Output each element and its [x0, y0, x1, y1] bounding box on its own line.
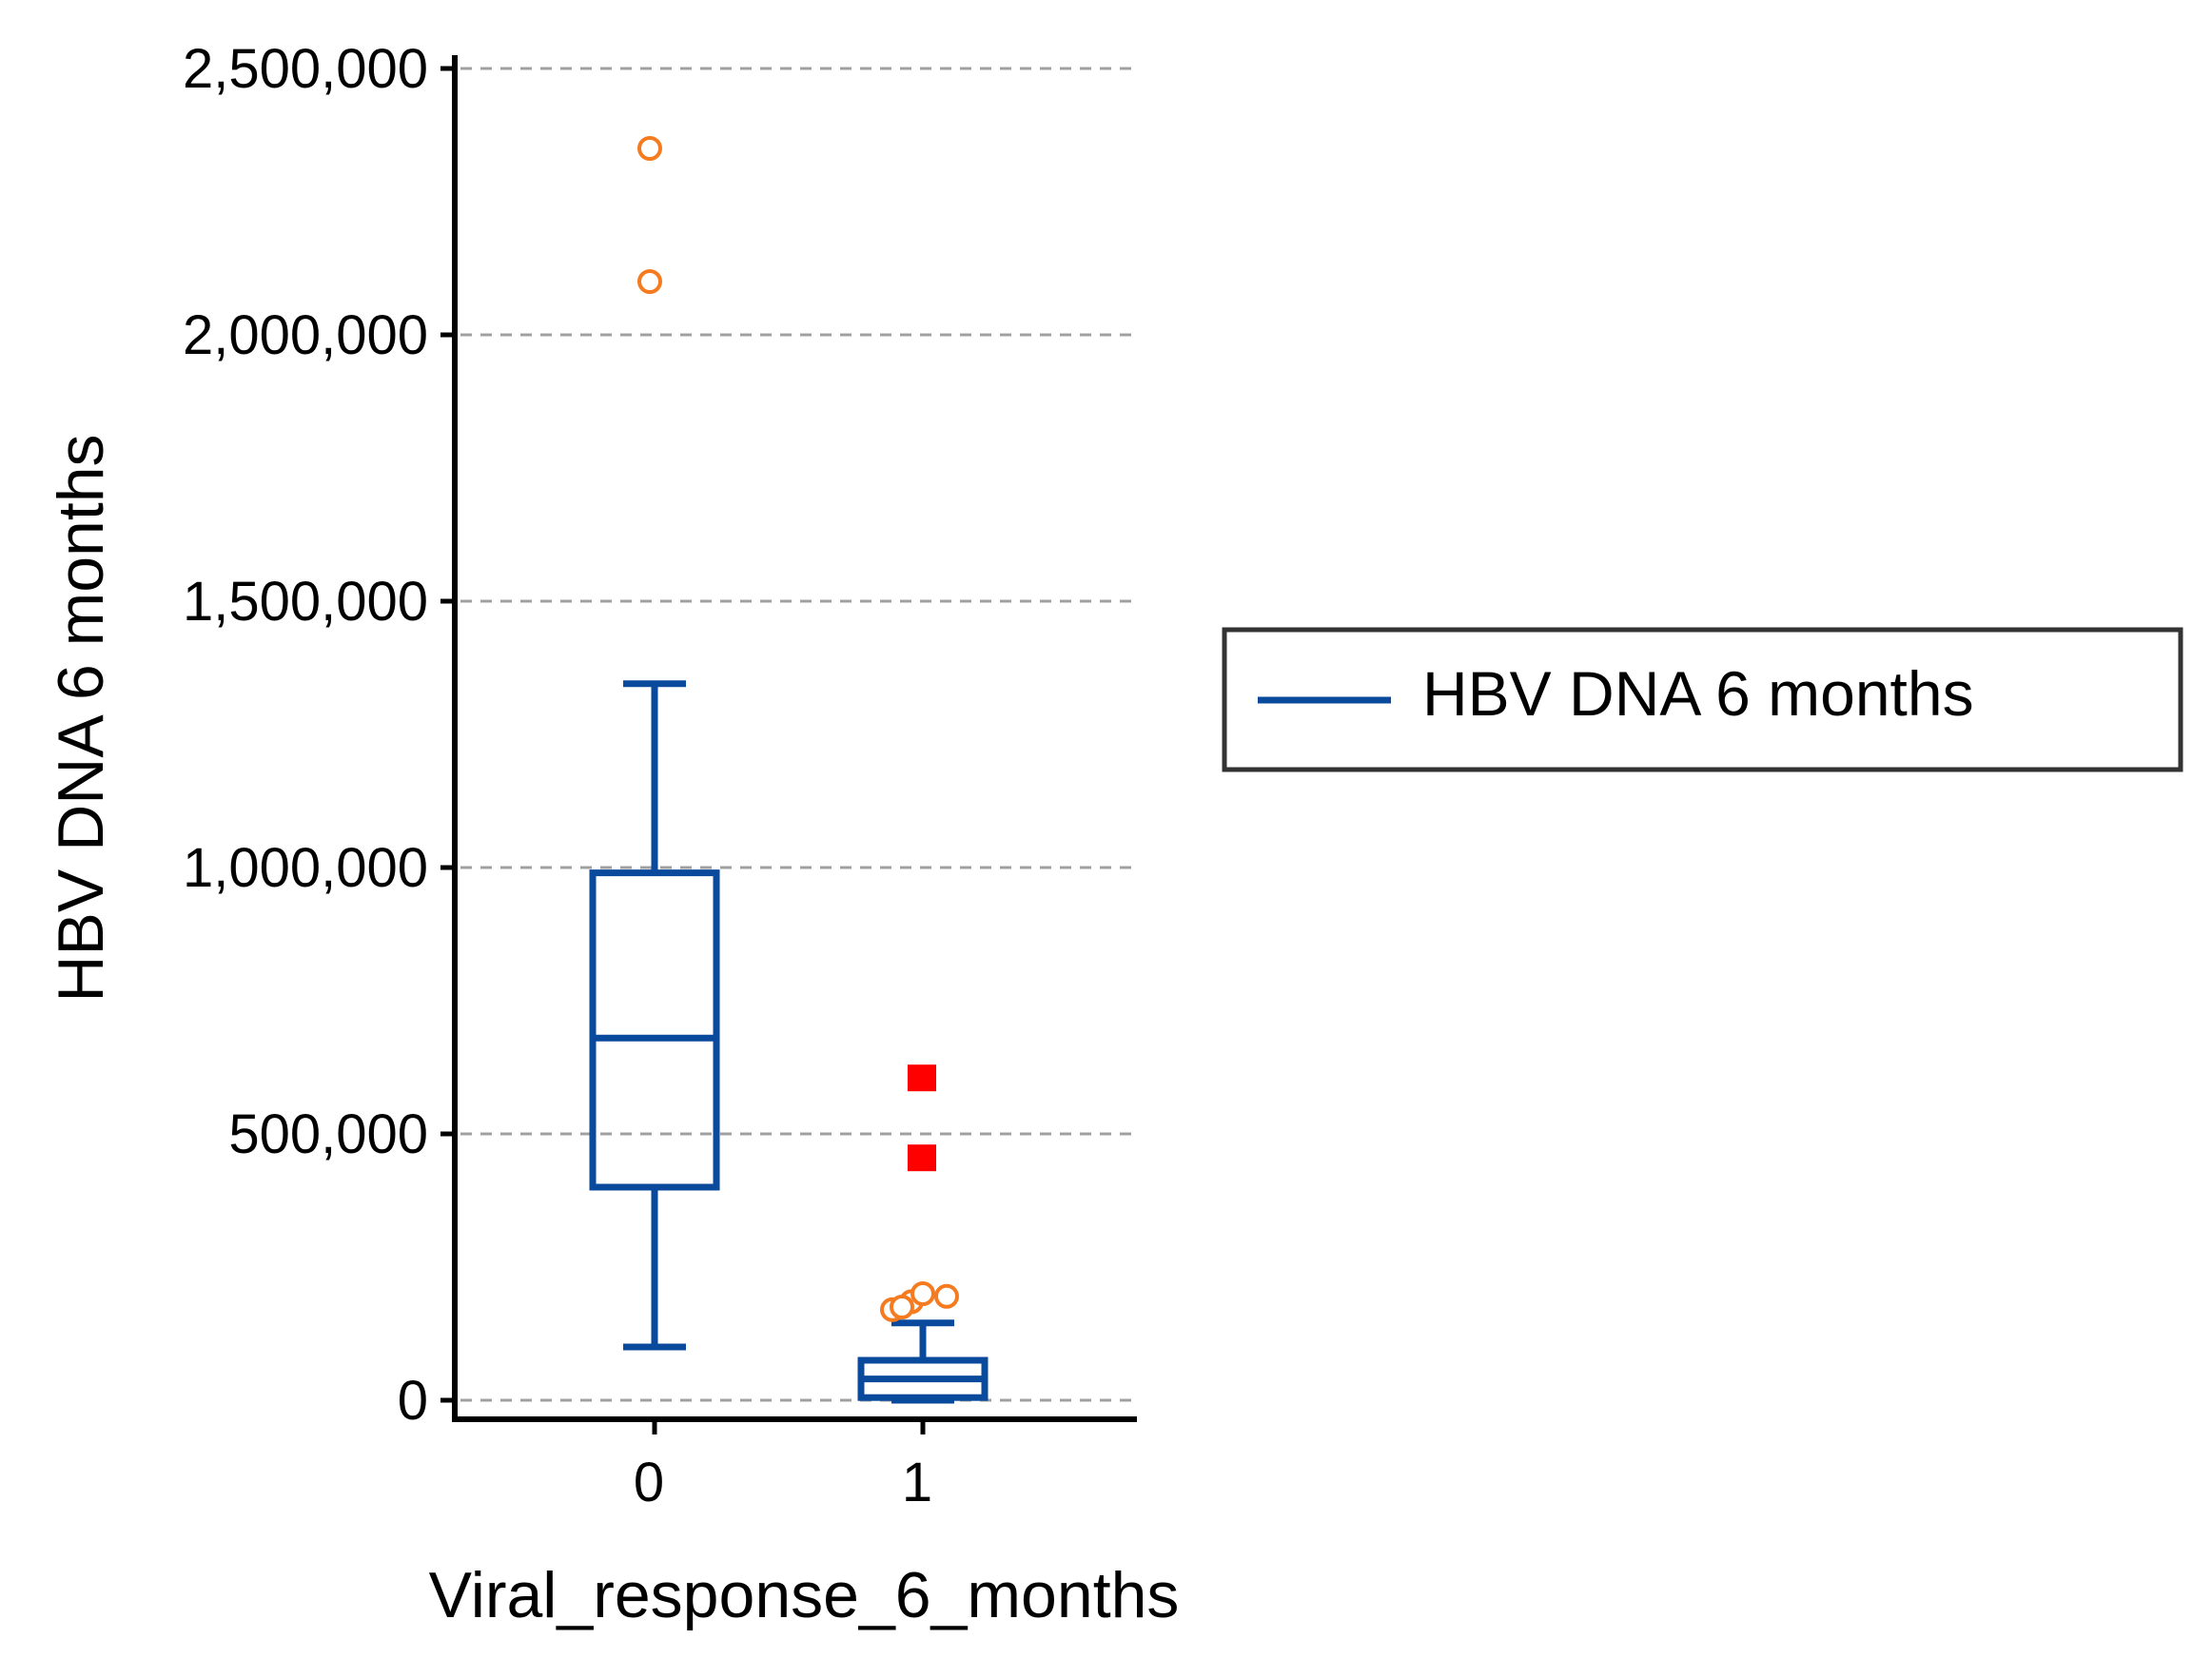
x-tick-label-0: 0 — [634, 1452, 664, 1513]
box-iqr-0 — [589, 869, 720, 1191]
legend: HBV DNA 6 months — [1222, 627, 2183, 772]
outlier-1-2 — [910, 1281, 935, 1306]
y-tick-label-2: 1,000,000 — [183, 837, 428, 899]
box-group-0 — [589, 680, 720, 1351]
legend-label: HBV DNA 6 months — [1422, 658, 1974, 729]
y-tick-label-4: 2,000,000 — [183, 304, 428, 366]
y-tick-label-5: 2,500,000 — [183, 38, 428, 100]
outlier-0-1 — [637, 136, 662, 161]
outlier-0-0 — [637, 269, 662, 294]
far-outlier-1-0 — [908, 1144, 936, 1172]
boxes — [589, 680, 989, 1404]
x-tick-label-1: 1 — [902, 1452, 932, 1513]
y-tick-labels: 0 500,000 1,000,000 1,500,000 2,000,000 2,500… — [183, 38, 455, 1432]
y-tick-label-3: 1,500,000 — [183, 571, 428, 633]
outliers — [637, 136, 959, 1322]
x-axis-title: Viral_response_6_months — [429, 1559, 1180, 1631]
gridlines — [460, 67, 1137, 1402]
axes — [452, 55, 1137, 1422]
outlier-1-3 — [934, 1283, 959, 1309]
y-tick-label-1: 500,000 — [228, 1103, 428, 1165]
far-outlier-1-1 — [908, 1064, 936, 1092]
outlier-1-4 — [890, 1295, 914, 1319]
y-axis-title: HBV DNA 6 months — [45, 434, 117, 1002]
box-group-1 — [857, 1319, 989, 1404]
y-tick-label-0: 0 — [398, 1370, 428, 1432]
